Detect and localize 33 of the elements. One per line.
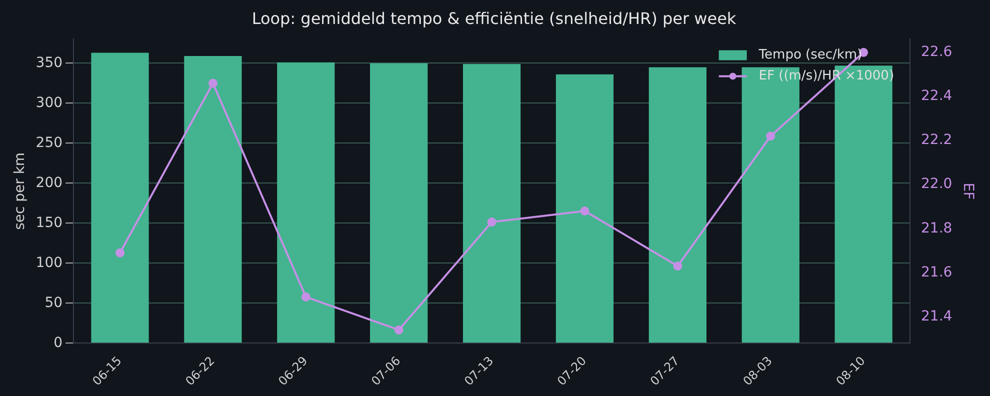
point [394,325,404,334]
y-axis-title: sec per km [12,152,28,230]
bar [556,74,614,343]
y2-tick-label: 22.4 [921,88,952,104]
bar [277,62,335,343]
y-tick-label: 150 [36,214,63,231]
point [673,262,682,271]
bar [91,52,149,343]
point [301,292,310,302]
y-tick-label: 300 [36,94,63,111]
y2-tick-label: 22.0 [921,176,952,192]
bar [184,56,242,343]
y-tick-label: 200 [36,174,63,191]
y-tick-label: 0 [54,334,63,351]
point [580,206,590,216]
chart-title: Loop: gemiddeld tempo & efficiëntie (snelheid/HR) per week [252,8,737,28]
bar [462,64,521,343]
y2-tick-label: 22.6 [921,44,952,60]
y-tick-label: 50 [44,294,63,311]
bar [370,63,428,343]
y2-axis-title: EF [960,182,976,200]
point [115,248,124,258]
y-tick-label: 350 [36,54,63,71]
point [208,78,218,88]
y-tick-label: 250 [36,134,63,151]
point [487,218,496,227]
y2-tick-label: 21.8 [921,220,952,236]
point [766,132,776,141]
y-tick-label: 100 [36,254,63,271]
y2-tick-label: 22.2 [921,132,952,148]
y2-tick-label: 21.4 [921,308,952,324]
y2-tick-label: 21.6 [921,264,952,280]
bar [648,67,706,343]
